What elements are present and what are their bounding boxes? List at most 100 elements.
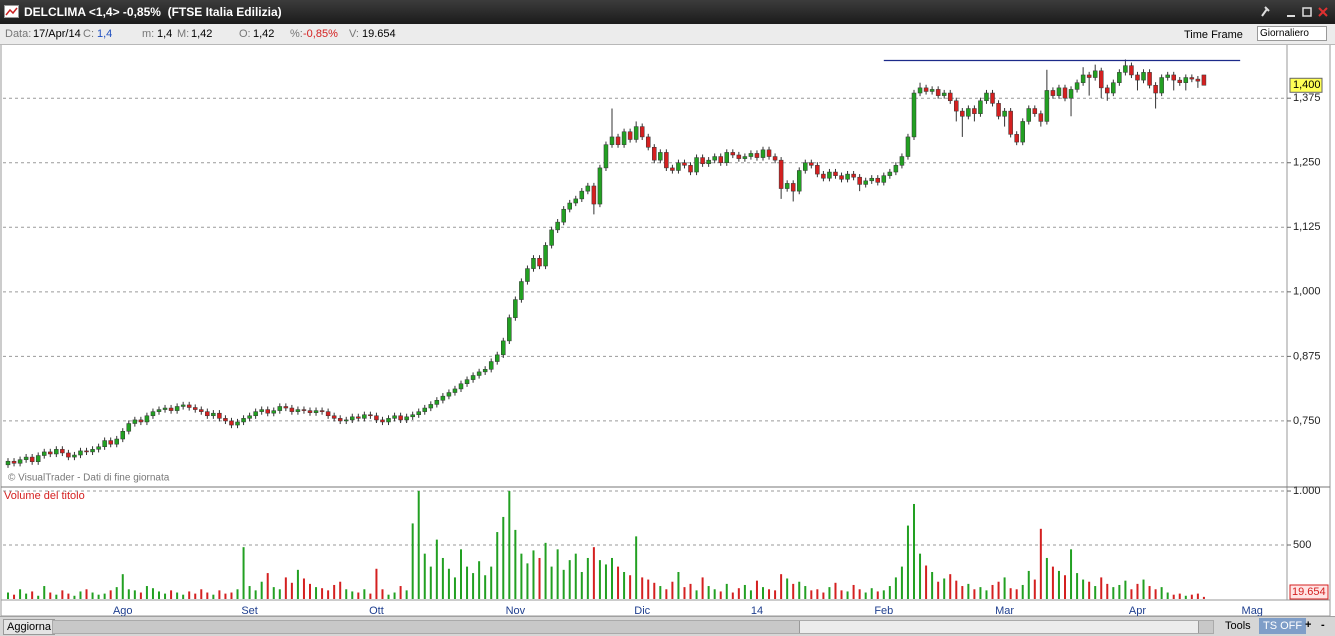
candle-body: [211, 412, 216, 417]
volume-bar: [840, 590, 843, 599]
volume-title: Volume del titolo: [4, 490, 85, 502]
volume-bar: [61, 590, 64, 599]
volume-bar: [858, 589, 861, 599]
last-price-label: 1,400: [1293, 79, 1321, 91]
x-tick-label: Ott: [369, 605, 384, 617]
y-tick-label: 1.000: [1293, 485, 1321, 497]
volume-bar: [333, 584, 336, 599]
candle-body: [150, 411, 156, 417]
field-value: 19.654: [362, 28, 396, 40]
volume-bar: [345, 589, 348, 599]
volume-bar: [852, 584, 855, 599]
volume-bar: [792, 583, 795, 599]
candle-body: [748, 153, 754, 157]
volume-bar: [351, 591, 354, 599]
x-tick-label: Mag: [1242, 605, 1263, 617]
candle-body: [392, 415, 397, 419]
candle-body: [253, 411, 258, 417]
ts-button[interactable]: TS OFF: [1259, 618, 1307, 634]
volume-bar: [737, 588, 740, 599]
scroll-thumb[interactable]: [799, 621, 1199, 633]
volume-bar: [97, 594, 100, 599]
candle-body: [1129, 65, 1134, 76]
volume-bar: [284, 577, 287, 599]
candle-body: [398, 415, 403, 421]
footer-bar: Aggiorna Tools TS OFF + -: [0, 616, 1335, 636]
candle-body: [1189, 77, 1195, 80]
volume-bar: [937, 581, 940, 599]
candle-body: [549, 229, 554, 246]
x-tick-label: Feb: [874, 605, 893, 617]
volume-bar: [592, 547, 595, 599]
field-value: 17/Apr/14: [33, 28, 81, 40]
volume-bar: [629, 575, 632, 599]
interval-dropdown[interactable]: Giornaliero: [1257, 26, 1327, 41]
candle-body: [742, 156, 748, 159]
volume-bar: [1064, 575, 1066, 599]
volume-bar: [236, 589, 239, 599]
volume-bar: [242, 547, 245, 599]
candle-body: [440, 395, 446, 401]
refresh-button[interactable]: Aggiorna: [3, 619, 56, 635]
candle-body: [947, 92, 953, 102]
volume-bar: [170, 590, 173, 599]
volume-bar: [574, 553, 577, 599]
tools-button[interactable]: Tools: [1225, 620, 1251, 632]
volume-bar: [762, 587, 764, 599]
candle-body: [700, 157, 705, 165]
volume-bar: [158, 591, 160, 599]
window-controls[interactable]: [1255, 4, 1335, 20]
candle-body: [464, 379, 470, 385]
candle-body: [1195, 78, 1201, 82]
candle-body: [1062, 87, 1068, 99]
candle-body: [126, 423, 132, 432]
scrollbar[interactable]: [52, 620, 1214, 634]
volume-bar: [460, 549, 462, 599]
volume-bar: [1196, 593, 1199, 599]
volume-bar: [647, 579, 650, 599]
volume-bar: [145, 586, 148, 599]
volume-bar: [19, 589, 22, 599]
credit: © VisualTrader - Dati di fine giornata: [8, 473, 170, 484]
candle-body: [935, 89, 941, 96]
volume-bar: [1130, 589, 1133, 599]
x-tick-label: Dic: [634, 605, 650, 617]
candle-body: [295, 409, 301, 412]
candle-body: [446, 392, 452, 397]
volume-bar: [1190, 594, 1193, 599]
candle-body: [48, 451, 53, 455]
volume-bar: [1076, 573, 1079, 599]
volume-bar: [309, 583, 311, 599]
candle-body: [730, 152, 736, 156]
volume-bar: [290, 582, 293, 599]
candle-body: [543, 245, 548, 267]
volume-bar: [133, 590, 136, 599]
candle-body: [627, 131, 633, 140]
volume-bar: [357, 592, 360, 599]
candle-body: [911, 92, 917, 138]
candle-body: [325, 411, 331, 417]
y-tick-label: 1,250: [1293, 157, 1321, 169]
field-label: Data:: [5, 28, 32, 40]
volume-bar: [985, 590, 988, 599]
volume-bar: [943, 578, 946, 599]
candle-body: [899, 156, 905, 166]
volume-bar: [278, 589, 281, 599]
candle-body: [229, 420, 234, 426]
volume-bar: [266, 573, 269, 599]
candle-body: [1201, 74, 1207, 86]
candle-body: [168, 407, 174, 411]
candle-body: [1092, 70, 1098, 78]
candle-body: [658, 152, 663, 161]
candle-body: [1026, 108, 1032, 122]
volume-bar: [695, 590, 698, 599]
candle-body: [772, 156, 778, 161]
candle-body: [482, 369, 488, 373]
candle-body: [434, 400, 440, 405]
candle-body: [929, 89, 935, 92]
candle-body: [706, 159, 711, 165]
zoom-out[interactable]: -: [1321, 619, 1325, 631]
zoom-in[interactable]: +: [1305, 619, 1312, 631]
last-volume-box: [1289, 584, 1329, 600]
volume-bar: [375, 568, 378, 599]
